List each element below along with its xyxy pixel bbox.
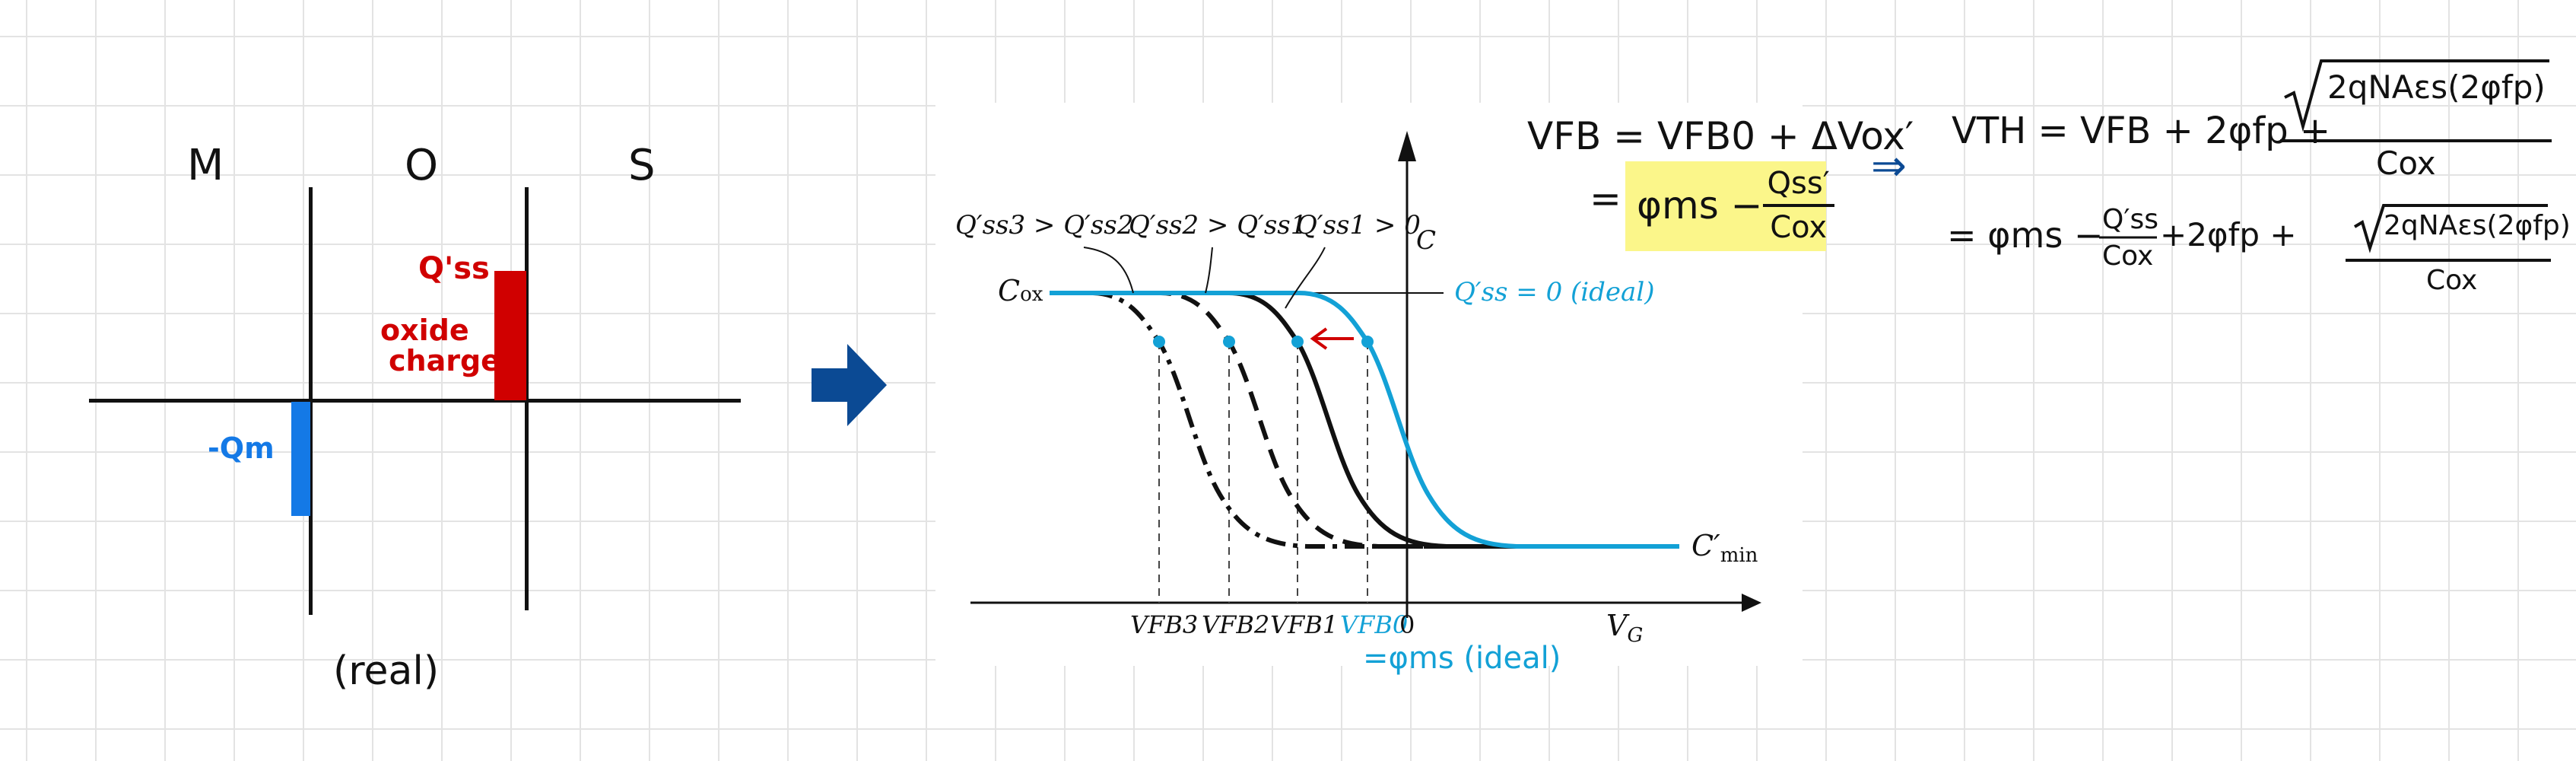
curve-qss3 — [1053, 291, 1544, 549]
tick-zero: 0 — [1399, 610, 1415, 639]
tick-vfb0: VFB0 — [1340, 610, 1409, 639]
shift-arrow-icon — [1310, 327, 1328, 350]
curve-qss2 — [1091, 291, 1544, 549]
c-axis-arrowhead — [1398, 131, 1416, 161]
cmin-label-sub: min — [1720, 544, 1758, 567]
vth-line2-start: = φms − — [1947, 215, 2104, 256]
vfb2-point — [1223, 336, 1235, 348]
vfb-equals: = — [1590, 177, 1622, 221]
label-metal: M — [187, 141, 224, 190]
vth-sqrt-content: 2qNAεs(2φfp) — [2327, 68, 2546, 106]
cox-label: Cox — [998, 274, 1043, 307]
qss-numerator: Qss′ — [1762, 166, 1834, 207]
cox-label-sub: ox — [1020, 283, 1043, 306]
curve-qss1 — [1161, 291, 1544, 549]
oxide-semiconductor-interface — [525, 187, 529, 610]
vg-axis-arrowhead — [1742, 594, 1761, 612]
label-oxide: O — [405, 141, 439, 190]
leader-qss3 — [1083, 247, 1134, 294]
vg-label-sub: G — [1627, 624, 1644, 647]
metal-charge-bar — [291, 402, 310, 516]
vfb3-point — [1153, 336, 1165, 348]
vfb-phi-ms-term: φms − Qss′ Cox — [1637, 166, 1834, 245]
oxide-charge-label-2: charge — [389, 344, 500, 377]
line2-denominator: Cox — [2426, 265, 2478, 296]
ideal-note: =φms (ideal) — [1363, 641, 1561, 676]
vfb-equation: VFB = VFB0 + ΔVox′ — [1527, 114, 1914, 158]
metal-charge-label: -Qm — [208, 431, 275, 465]
line2-sqrt-content: 2qNAεs(2φfp) — [2384, 210, 2571, 241]
leader-qss1 — [1285, 247, 1326, 309]
oxide-charge-bar — [494, 271, 526, 400]
tick-vfb2: VFB2 — [1202, 610, 1270, 639]
label-semiconductor: S — [628, 141, 656, 190]
oxide-charge-label-1: oxide — [380, 314, 469, 347]
qss-cox-fraction: Qss′ Cox — [1762, 166, 1834, 245]
line2-qss: Q′ss — [2102, 204, 2159, 235]
vg-label-main: V — [1606, 609, 1628, 642]
vth-denominator: Cox — [2376, 145, 2436, 182]
vth-line2-middle: +2φfp + — [2160, 216, 2297, 253]
cox-denominator: Cox — [1770, 210, 1828, 245]
curve-ideal — [1050, 291, 1679, 549]
vfb1-point — [1291, 336, 1304, 348]
cox-label-main: C — [998, 274, 1021, 307]
phi-ms-text: φms − — [1637, 183, 1763, 228]
vfb0-point — [1361, 336, 1374, 348]
cmin-label: C′min — [1691, 529, 1758, 567]
legend-qss1: Q′ss1 > 0 — [1296, 210, 1421, 240]
vth-lhs: VTH = VFB + 2φfp + — [1952, 110, 2331, 152]
real-caption: (real) — [333, 648, 440, 694]
leader-qss2 — [1205, 247, 1213, 294]
legend-qss2: Q′ss2 > Q′ss1 — [1129, 210, 1307, 240]
tick-vfb3: VFB3 — [1130, 610, 1199, 639]
tick-vfb1: VFB1 — [1270, 610, 1339, 639]
legend-qss3: Q′ss3 > Q′ss2 — [955, 210, 1134, 240]
ideal-curve-label: Q′ss = 0 (ideal) — [1454, 277, 1655, 307]
c-axis-label: C — [1416, 225, 1437, 256]
qss-label: Q'ss — [418, 251, 490, 286]
metal-oxide-interface — [309, 187, 313, 615]
charge-axis-horizontal — [89, 399, 741, 403]
implies-arrow-icon: ⇒ — [1871, 142, 1907, 191]
vg-axis-label: VG — [1606, 609, 1643, 647]
line2-cox: Cox — [2102, 240, 2154, 272]
cmin-label-main: C′ — [1691, 529, 1720, 562]
